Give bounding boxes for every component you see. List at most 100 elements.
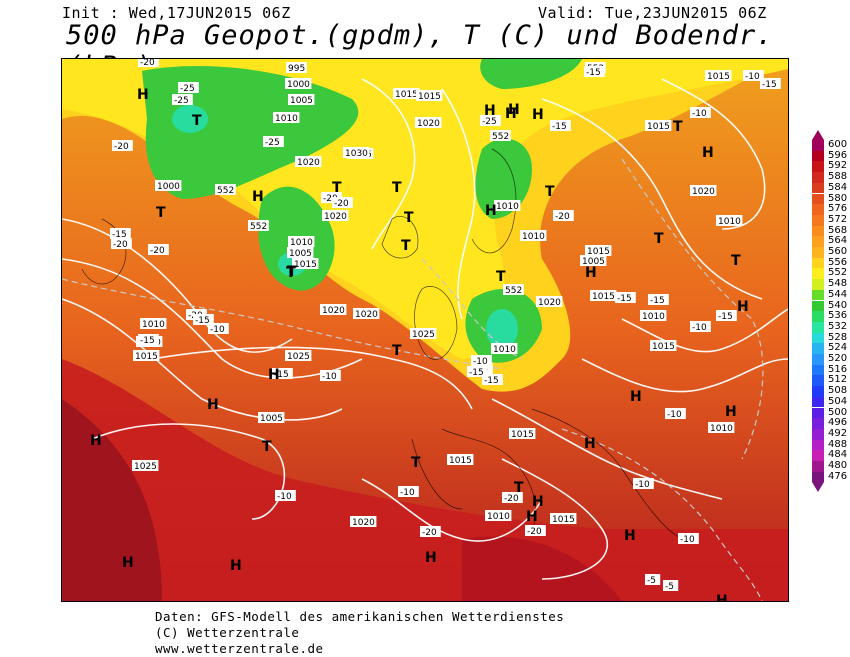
low-pressure-marker: T: [673, 119, 683, 135]
low-pressure-marker: T: [192, 113, 202, 129]
legend-label: 508: [828, 385, 848, 397]
valid-timestamp: Valid: Tue,23JUN2015 06Z: [538, 4, 767, 22]
high-pressure-marker: H: [485, 203, 497, 219]
svg-text:552: 552: [250, 222, 267, 232]
svg-text:-15: -15: [195, 316, 210, 326]
pressure-label: 1010: [716, 215, 743, 227]
svg-text:-15: -15: [586, 68, 601, 78]
svg-text:1015: 1015: [135, 352, 158, 362]
high-pressure-marker: H: [584, 436, 596, 452]
temperature-label: -25: [480, 115, 501, 127]
svg-text:1005: 1005: [582, 257, 605, 267]
low-pressure-marker: T: [545, 184, 555, 200]
temperature-label: -15: [550, 120, 571, 132]
high-pressure-marker: H: [122, 555, 134, 571]
temperature-label: -20: [148, 244, 169, 256]
legend-label: 512: [828, 374, 848, 386]
pressure-label: 995: [286, 62, 307, 74]
low-pressure-marker: T: [731, 253, 741, 269]
svg-text:1010: 1010: [718, 217, 741, 227]
pressure-label: 1000: [155, 180, 182, 192]
svg-text:-15: -15: [484, 376, 499, 386]
svg-text:1015: 1015: [587, 247, 610, 257]
temperature-label: -15: [467, 366, 488, 378]
pressure-label: 1015: [416, 90, 443, 102]
legend-swatch: [812, 247, 824, 258]
svg-text:1000: 1000: [287, 80, 310, 90]
warm-zone-med: [462, 536, 622, 601]
pressure-label: 1010: [491, 343, 518, 355]
svg-text:1010: 1010: [710, 424, 733, 434]
temperature-label: -20: [321, 192, 342, 204]
svg-text:-5: -5: [647, 576, 656, 586]
pressure-label: 1005: [580, 255, 607, 267]
pressure-label: 1010: [273, 112, 300, 124]
svg-text:1015: 1015: [418, 92, 441, 102]
legend-label: 492: [828, 427, 848, 439]
legend-swatch: [812, 236, 824, 247]
svg-text:-10: -10: [680, 535, 695, 545]
pressure-label: 1015: [645, 120, 672, 132]
cold-trough-scandinavia: [475, 138, 532, 219]
temperature-label: -15: [272, 368, 293, 380]
temperature-label: -10: [690, 321, 711, 333]
temperature-label: -20: [111, 238, 132, 250]
svg-text:-10: -10: [400, 488, 415, 498]
temperature-label: -25: [263, 136, 284, 148]
cold-core-baltic: [486, 309, 518, 349]
low-pressure-marker: T: [654, 231, 664, 247]
legend-label: 580: [828, 192, 848, 204]
temperature-label: -10: [690, 107, 711, 119]
svg-text:-15: -15: [650, 296, 665, 306]
legend-swatch: [812, 428, 824, 440]
temperature-label: -15: [716, 310, 737, 322]
svg-text:1015: 1015: [592, 292, 615, 302]
legend-label: 600: [828, 139, 848, 150]
high-pressure-marker: H: [207, 397, 219, 413]
legend-swatch: [812, 300, 824, 312]
svg-text:-20: -20: [114, 142, 129, 152]
legend-label: 540: [828, 299, 848, 311]
high-pressure-marker: H: [230, 558, 242, 574]
legend-label: 500: [828, 406, 848, 418]
svg-text:-10: -10: [322, 372, 337, 382]
svg-text:-10: -10: [692, 323, 707, 333]
pressure-label: 1010: [520, 230, 547, 242]
temperature-label: -15: [138, 334, 159, 346]
legend-label: 572: [828, 213, 848, 225]
svg-text:-25: -25: [265, 138, 280, 148]
legend-label: 552: [828, 267, 848, 279]
pressure-label: 1010: [708, 422, 735, 434]
svg-text:1005: 1005: [289, 249, 312, 259]
high-pressure-marker: H: [425, 550, 437, 566]
temperature-label: -25: [178, 82, 199, 94]
legend-swatch: [812, 172, 824, 183]
svg-text:-15: -15: [140, 336, 155, 346]
legend-swatch: [812, 311, 824, 322]
svg-text:1010: 1010: [487, 512, 510, 522]
high-pressure-marker: H: [526, 509, 538, 525]
geopotential-label: 552: [248, 220, 269, 232]
svg-text:-5: -5: [665, 582, 674, 592]
pressure-label: 1020: [350, 516, 377, 528]
legend-label: 568: [828, 224, 848, 236]
geopotential-label: 552: [503, 284, 524, 296]
pressure-label: 1020: [322, 210, 349, 222]
temperature-label: -10: [665, 408, 686, 420]
high-pressure-marker: H: [725, 404, 737, 420]
legend-label: 504: [828, 395, 848, 407]
temperature-label: -5: [663, 580, 679, 592]
temperature-label: -10: [678, 533, 699, 545]
legend-swatch: [812, 150, 824, 162]
temperature-label: -15: [584, 66, 605, 78]
high-pressure-marker: H: [505, 106, 517, 122]
pressure-label: 1020: [295, 156, 322, 168]
svg-text:-15: -15: [718, 312, 733, 322]
svg-text:-25: -25: [482, 117, 497, 127]
svg-text:1010: 1010: [522, 232, 545, 242]
svg-text:1015: 1015: [707, 72, 730, 82]
pressure-label: 1015: [705, 70, 732, 82]
low-pressure-marker: T: [262, 439, 272, 455]
pressure-label: 1015: [509, 428, 536, 440]
pressure-label: 1020: [353, 308, 380, 320]
